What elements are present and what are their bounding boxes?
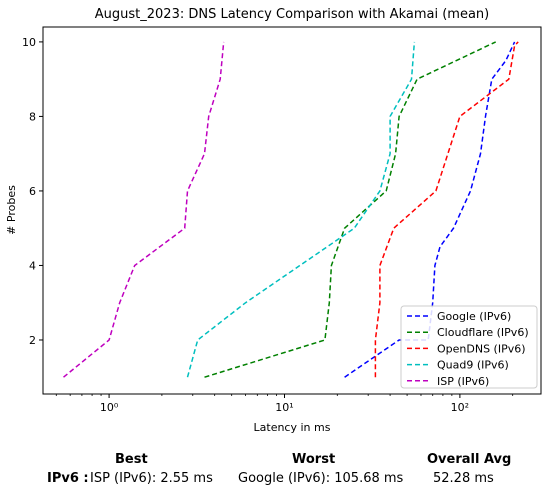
y-tick-label: 8 [29,110,36,123]
x-axis-label: Latency in ms [254,421,331,434]
x-tick-label: 10¹ [275,401,293,414]
y-tick-label: 6 [29,185,36,198]
x-tick-label: 10⁰ [100,401,119,414]
plot-frame [42,26,542,395]
legend-label-google-ipv6: Google (IPv6) [437,310,511,323]
series-line-opendns-ipv6 [374,41,519,378]
y-tick-label: 2 [29,334,36,347]
series-line-isp-ipv6 [63,41,225,378]
series-layer [63,41,519,378]
axis-ticks: 10⁰ 10¹ 10² 2 4 6 8 10 [22,36,514,414]
series-line-quad9-ipv6 [186,41,416,378]
legend-label-isp-ipv6: ISP (IPv6) [437,375,489,388]
legend: Google (IPv6) Cloudflare (IPv6) OpenDNS (I… [400,305,538,389]
legend-label-opendns-ipv6: OpenDNS (IPv6) [437,342,526,355]
series-line-google-ipv6 [344,41,516,378]
legend-label-quad9-ipv6: Quad9 (IPv6) [437,359,509,372]
y-tick-label: 4 [29,259,36,272]
y-tick-label: 10 [22,36,36,49]
legend-label-cloudflare-ipv6: Cloudflare (IPv6) [437,326,529,339]
legend-box [400,305,538,389]
x-tick-label: 10² [451,401,469,414]
series-line-cloudflare-ipv6 [204,41,497,378]
chart-title: August_2023: DNS Latency Comparison with… [95,7,489,22]
y-axis-label: # Probes [5,185,18,235]
